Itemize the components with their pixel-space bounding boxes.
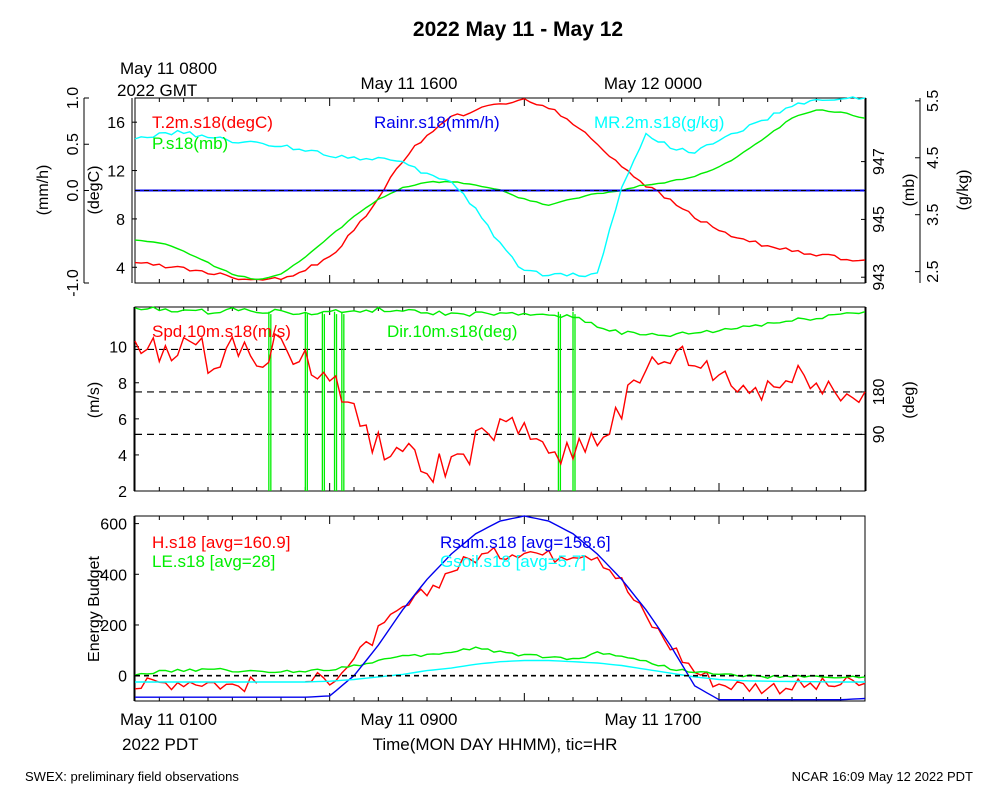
- bottom-time-label-2: 2022 PDT: [122, 735, 199, 754]
- temp-axis-tick-label: 8: [116, 212, 125, 229]
- spd-axis-tick-label: 10: [109, 340, 127, 357]
- dir-line: [134, 306, 866, 338]
- temp-axis-label: (degC): [86, 166, 103, 215]
- gsoil-s18-avg-5-7-line: [135, 659, 865, 683]
- spd-axis-tick-label: 4: [118, 448, 127, 465]
- h-s18-avg-160-9-line-seg-1: [305, 546, 866, 695]
- rain-axis-tick-label: 0.5: [65, 133, 82, 155]
- pres-axis-tick-label: 945: [871, 206, 888, 233]
- x-axis-label: Time(MON DAY HHMM), tic=HR: [373, 735, 618, 754]
- top-time-label-3: May 11 1600: [360, 74, 457, 93]
- rain-axis-tick-label: 0.0: [65, 179, 82, 201]
- mr-axis-tick-label: 3.5: [925, 203, 942, 225]
- temp-axis-tick-label: 16: [107, 115, 125, 132]
- legend-h-s18-avg-160-9: H.s18 [avg=160.9]: [152, 533, 290, 552]
- rain-axis-tick-label: -1.0: [65, 269, 82, 297]
- bottom-time-label-3: May 11 0900: [360, 710, 457, 729]
- spd-line: [134, 332, 866, 484]
- temp-axis-tick-label: 12: [107, 164, 125, 181]
- legend-le-s18-avg-28: LE.s18 [avg=28]: [152, 552, 275, 571]
- top-time-label-4: May 12 0000: [604, 74, 702, 93]
- energy-axis-tick-label: 200: [100, 618, 127, 635]
- spd-axis-tick-label: 8: [118, 376, 127, 393]
- rain-axis-tick-label: 1.0: [65, 87, 82, 109]
- energy-axis-tick-label: 0: [118, 669, 127, 686]
- le-s18-avg-28-line: [134, 646, 866, 679]
- mr-axis-tick-label: 5.5: [925, 90, 942, 112]
- dir-axis-tick-label: 180: [871, 378, 888, 405]
- temp-axis-tick-label: 4: [116, 260, 125, 277]
- energy-axis-label: Energy Budget: [86, 556, 103, 662]
- pres-axis-tick-label: 943: [871, 264, 888, 291]
- mr-axis-tick-label: 2.5: [925, 260, 942, 282]
- legend-rsum-s18-avg-158-6: Rsum.s18 [avg=158.6]: [440, 533, 611, 552]
- spd-axis-tick-label: 2: [118, 484, 127, 501]
- panel-temperature-pressure: -1.0 0.0 0.5 1.0 4 8 12 16 943 945 947 2.5 3.5 4.5 5.5…: [35, 87, 972, 297]
- mr-axis-label: (g/kg): [955, 170, 972, 211]
- mr-2m-s18-g-kg-line: [134, 96, 866, 278]
- energy-axis-tick-label: 600: [100, 517, 127, 534]
- top-time-label-2: 2022 GMT: [117, 81, 197, 100]
- bottom-time-label-4: May 11 1700: [604, 710, 701, 729]
- p-s18-mb-line: [134, 109, 866, 281]
- rain-axis-label: (mm/h): [35, 165, 52, 216]
- legend-spd: Spd.10m.s18(m/s): [152, 322, 291, 341]
- footer-left: SWEX: preliminary field observations: [25, 769, 239, 784]
- dir-axis-tick-label: 90: [871, 425, 888, 443]
- panel-energy-budget: 0 200 400 600 Energy Budget H.s18 [avg=160.9]…: [86, 515, 866, 702]
- legend-mr-2m-s18-g-kg: MR.2m.s18(g/kg): [594, 113, 724, 132]
- legend-p-s18-mb: P.s18(mb): [152, 134, 228, 153]
- pres-axis-tick-label: 947: [871, 148, 888, 175]
- chart-title: 2022 May 11 - May 12: [413, 18, 623, 41]
- mr-axis-tick-label: 4.5: [925, 147, 942, 169]
- rsum-s18-avg-158-6-line: [135, 515, 866, 701]
- legend-t-2m-s18-degc: T.2m.s18(degC): [152, 113, 273, 132]
- spd-axis-label: (m/s): [86, 382, 103, 418]
- legend-gsoil-s18-avg-5-7: Gsoil.s18 [avg=5.7]: [440, 552, 586, 571]
- legend-rainr-s18-mm-h: Rainr.s18(mm/h): [374, 113, 500, 132]
- h-s18-avg-160-9-line-seg-0: [134, 675, 258, 693]
- energy-axis-tick-label: 400: [100, 567, 127, 584]
- dir-axis-label: (deg): [901, 381, 918, 418]
- pres-axis-label: (mb): [901, 174, 918, 207]
- footer-right: NCAR 16:09 May 12 2022 PDT: [792, 769, 973, 784]
- bottom-time-label-1: May 11 0100: [120, 710, 217, 729]
- spd-axis-tick-label: 6: [118, 412, 127, 429]
- panel-wind: 2 4 6 8 10 90 180 (m/s) (deg) Spd.10m.s18(m/s) Dir…: [86, 306, 918, 501]
- legend-dir: Dir.10m.s18(deg): [387, 322, 517, 341]
- top-time-label-1: May 11 0800: [120, 59, 217, 78]
